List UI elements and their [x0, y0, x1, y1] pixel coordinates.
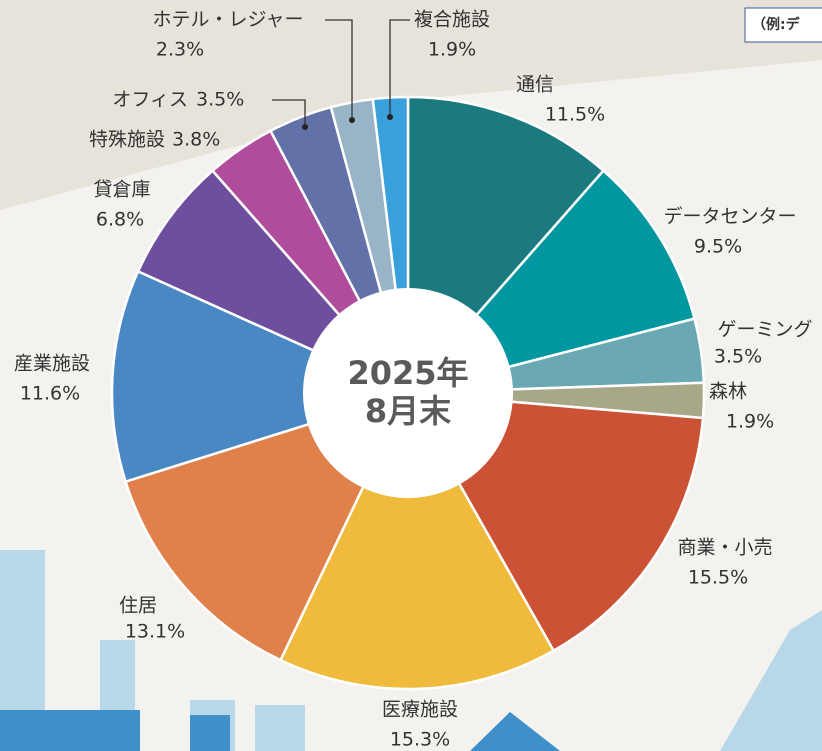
slice-label: 住居 [119, 595, 157, 617]
value-label: 11.6% [20, 383, 80, 405]
slice-label: 通信 [516, 74, 554, 96]
slice-label: 医療施設 [382, 699, 458, 721]
slice-label: データセンター [663, 206, 796, 228]
slice-label: 貸倉庫 [93, 179, 150, 201]
slice-label: 森林 [709, 381, 747, 403]
value-label: 2.3% [156, 39, 204, 61]
value-label: 6.8% [96, 209, 144, 231]
center-label: 8月末 [365, 392, 451, 430]
value-label: 15.5% [688, 567, 748, 589]
value-label: 3.5% [196, 89, 244, 111]
slice-label: 特殊施設 [89, 129, 165, 151]
note: （例:デ [752, 16, 801, 33]
value-label: 3.5% [714, 346, 762, 368]
slice-label: 複合施設 [414, 9, 490, 31]
value-label: 1.9% [726, 411, 774, 433]
value-label: 15.3% [390, 729, 450, 751]
slice-label: オフィス [112, 89, 188, 111]
value-label: 3.8% [172, 129, 220, 151]
slice-label: ホテル・レジャー [152, 9, 303, 31]
value-label: 1.9% [428, 39, 476, 61]
slice-label: 産業施設 [14, 353, 90, 375]
slice-label: ゲーミング [717, 319, 812, 341]
value-label: 11.5% [545, 104, 605, 126]
slice-label: 商業・小売 [677, 537, 772, 559]
value-label: 13.1% [125, 621, 185, 643]
center-label: 2025年 [347, 354, 468, 392]
chart: （例:デ 2025年8月末 通信 11.5% データセンター 9.5% ゲーミング 3.5%… [0, 0, 822, 751]
value-label: 9.5% [694, 236, 742, 258]
